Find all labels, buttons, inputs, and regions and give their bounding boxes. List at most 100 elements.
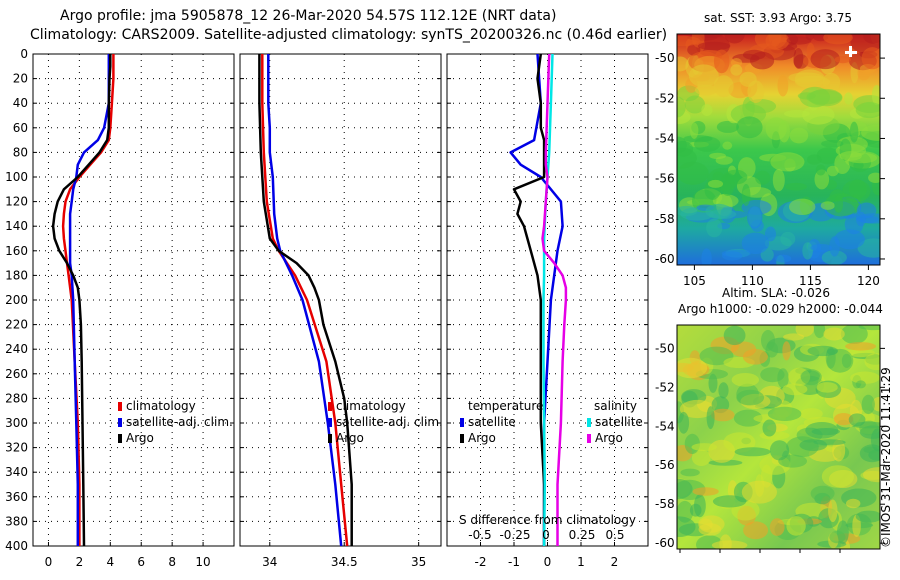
map-texture-blob	[861, 124, 880, 141]
salinity-panel: 34 34.5 35 climatology satellite-adj. clim…	[239, 53, 443, 569]
map-texture-blob	[849, 121, 859, 143]
depth-tick-label: 400	[5, 539, 28, 553]
legend-label-argo: Argo	[336, 431, 364, 445]
sst-map-frame	[676, 33, 881, 266]
x-tick-label: 8	[168, 555, 176, 569]
map-texture-blob	[834, 195, 844, 213]
salinity-diff-tick-label: 0	[542, 528, 550, 542]
depth-tick-label: 140	[5, 219, 28, 233]
sla-map-bottom-ticks	[679, 549, 841, 553]
map-texture-blob	[815, 164, 826, 176]
lon-tick-label: 110	[741, 274, 764, 288]
depth-tick-label: 280	[5, 391, 28, 405]
marker-bar-v	[849, 46, 852, 57]
map-texture-blob	[711, 408, 735, 422]
map-texture-blob	[755, 170, 771, 185]
map-texture-blob	[767, 406, 802, 421]
map-texture-blob	[826, 165, 839, 177]
sst-map-title: sat. SST: 3.93 Argo: 3.75	[704, 11, 852, 25]
salinity-diff-tick-label: -0.5	[468, 528, 491, 542]
map-texture-blob	[739, 71, 757, 87]
temperature-difference-axis: -2 -1 0 1 2	[475, 555, 619, 569]
legend-label-climatology: climatology	[336, 399, 406, 413]
difference-panel: -2 -1 0 1 2 temperature satellite Argo salin…	[446, 53, 649, 569]
series-line-argo	[258, 54, 353, 546]
legend-swatch-sal-satellite	[587, 418, 591, 427]
map-texture-blob	[692, 487, 719, 496]
x-tick-label: -1	[508, 555, 520, 569]
salinity-grid	[240, 53, 441, 547]
map-texture-blob	[719, 534, 732, 549]
depth-tick-label: 20	[13, 72, 28, 86]
map-texture-blob	[802, 242, 813, 260]
salinity-axis: 34 34.5 35	[262, 555, 426, 569]
map-texture-blob	[846, 498, 861, 509]
sla-map-title-1: Altim. SLA: -0.026	[722, 286, 830, 300]
map-texture-blob	[855, 510, 880, 523]
map-texture-blob	[794, 75, 831, 89]
sst-map-lon-axis: 105 110 115 120	[683, 265, 880, 288]
map-texture-blob	[810, 485, 835, 502]
map-texture-blob	[799, 86, 831, 108]
lon-tick-label: 120	[857, 274, 880, 288]
x-tick-label: -2	[475, 555, 487, 569]
legend-label-satellite: satellite-adj. clim.	[126, 415, 233, 429]
depth-tick-label: 0	[20, 47, 28, 61]
map-texture-blob	[722, 141, 733, 150]
argo-float-marker	[845, 46, 857, 57]
map-texture-blob	[780, 231, 796, 247]
map-texture-blob	[718, 382, 729, 399]
x-tick-label: 34	[262, 555, 277, 569]
x-tick-label: 6	[137, 555, 145, 569]
map-texture-blob	[716, 120, 740, 133]
series-line-temperature-argo	[512, 54, 546, 546]
map-texture-blob	[677, 56, 689, 72]
depth-tick-label: 220	[5, 318, 28, 332]
map-texture-blob	[826, 348, 854, 373]
map-texture-blob	[762, 419, 777, 437]
legend-swatch-temp-argo	[460, 434, 464, 443]
map-texture-blob	[691, 449, 711, 466]
sla-map-texture	[677, 325, 880, 549]
map-texture-blob	[807, 154, 822, 165]
depth-tick-label: 200	[5, 293, 28, 307]
map-texture-blob	[734, 447, 771, 457]
depth-tick-label: 380	[5, 514, 28, 528]
legend-label-sal-satellite: satellite	[595, 415, 643, 429]
map-texture-blob	[802, 105, 835, 125]
legend-swatch-satellite	[328, 418, 332, 427]
map-texture-blob	[730, 64, 743, 76]
lat-tick-label: -50	[655, 341, 675, 355]
depth-tick-label: 360	[5, 490, 28, 504]
salinity-series	[258, 54, 353, 546]
map-texture-blob	[828, 499, 838, 523]
depth-tick-label: 180	[5, 268, 28, 282]
map-texture-blob	[742, 349, 768, 365]
map-texture-blob	[706, 218, 723, 238]
series-line-argo	[51, 54, 112, 546]
salinity-difference-axis-title: S difference from climatology	[459, 513, 636, 527]
map-texture-blob	[723, 325, 746, 346]
map-texture-blob	[820, 201, 835, 210]
map-texture-blob	[783, 333, 805, 341]
x-tick-label: 2	[76, 555, 84, 569]
map-texture-blob	[777, 74, 789, 97]
map-texture-blob	[768, 34, 782, 47]
map-texture-blob	[800, 369, 822, 386]
map-texture-blob	[724, 34, 745, 44]
sst-map-texture	[677, 34, 880, 265]
title-line-1: Argo profile: jma 5905878_12 26-Mar-2020…	[60, 8, 556, 24]
map-texture-blob	[805, 422, 839, 439]
map-texture-blob	[698, 523, 722, 536]
map-texture-blob	[770, 152, 805, 172]
legend-label-temp-satellite: satellite	[468, 415, 516, 429]
difference-legend: temperature satellite Argo salinity sate…	[459, 399, 643, 542]
credit-text: ©IMOS 31-Mar-2020 11:41:29	[879, 367, 893, 548]
map-texture-blob	[782, 341, 791, 361]
map-texture-blob	[679, 399, 716, 419]
lat-tick-label: -60	[655, 536, 675, 550]
map-texture-blob	[807, 345, 839, 357]
legend-label-climatology: climatology	[126, 399, 196, 413]
map-texture-blob	[834, 229, 865, 250]
map-texture-blob	[745, 99, 777, 114]
